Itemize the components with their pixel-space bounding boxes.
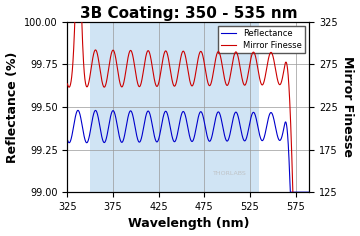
Bar — [90, 22, 259, 192]
Title: 3B Coating: 350 - 535 nm: 3B Coating: 350 - 535 nm — [80, 6, 297, 21]
Legend: Reflectance, Mirror Finesse: Reflectance, Mirror Finesse — [218, 26, 305, 53]
X-axis label: Wavelength (nm): Wavelength (nm) — [128, 217, 249, 230]
Y-axis label: Reflectance (%): Reflectance (%) — [5, 51, 19, 163]
Text: THORLABS: THORLABS — [212, 171, 246, 176]
Y-axis label: Mirror Finesse: Mirror Finesse — [341, 56, 355, 157]
